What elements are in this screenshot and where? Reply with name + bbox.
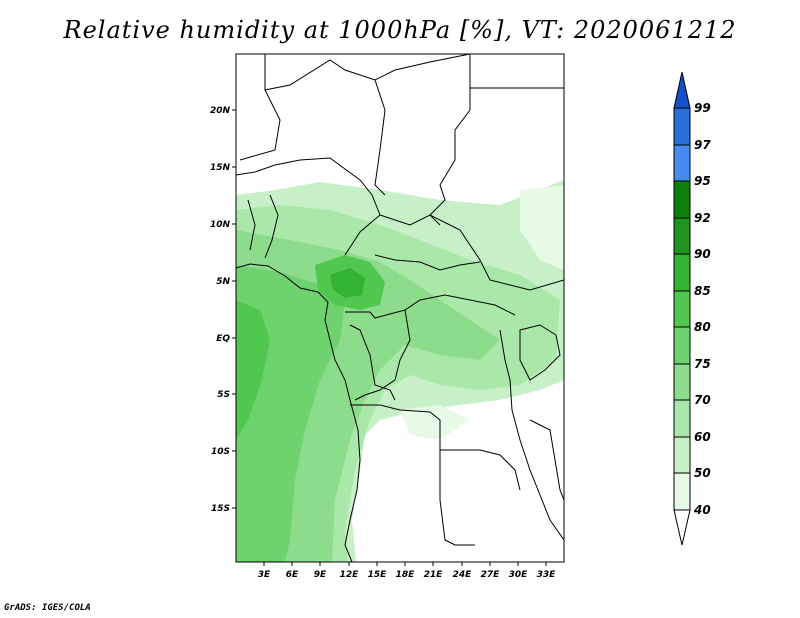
colorbar-label: 75: [694, 357, 711, 371]
lat-label: EQ: [216, 334, 230, 344]
lon-label: 21E: [424, 570, 444, 580]
colorbar-segment: [673, 71, 691, 109]
lon-label: 30E: [509, 570, 529, 580]
colorbar-segment: [673, 217, 691, 255]
colorbar-segment: [673, 399, 691, 438]
lon-label: 33E: [537, 570, 557, 580]
colorbar-label: 50: [694, 466, 711, 480]
colorbar-segment: [673, 363, 691, 401]
colorbar-label: 70: [694, 393, 711, 407]
colorbar-label: 97: [694, 138, 711, 152]
lat-axis: 20N 15N 10N 5N EQ 5S 10S 15S: [210, 106, 236, 514]
lat-label: 15N: [210, 163, 231, 173]
colorbar: 40 50 60 70 75 80 85 90 92 95 97 99: [673, 71, 711, 546]
lon-label: 3E: [258, 570, 271, 580]
colorbar-segment: [673, 436, 691, 474]
colorbar-segment: [673, 290, 691, 328]
colorbar-segment: [673, 253, 691, 292]
colorbar-label: 95: [694, 174, 711, 188]
colorbar-segment: [673, 107, 691, 146]
lon-label: 9E: [314, 570, 327, 580]
colorbar-label: 60: [694, 430, 711, 444]
lon-axis: 3E 6E 9E 12E 15E 18E 21E 24E 27E 30E 33E: [258, 562, 556, 580]
lat-label: 10N: [210, 220, 231, 230]
colorbar-label: 99: [694, 101, 711, 115]
colorbar-segment: [673, 472, 691, 511]
lon-label: 6E: [286, 570, 299, 580]
lon-label: 18E: [396, 570, 416, 580]
humidity-field: [236, 180, 564, 562]
lon-label: 12E: [340, 570, 360, 580]
lon-label: 27E: [481, 570, 501, 580]
credit-text: GrADS: IGES/COLA: [4, 603, 91, 613]
colorbar-label: 92: [694, 211, 711, 225]
colorbar-label: 90: [694, 247, 711, 261]
colorbar-segment: [673, 144, 691, 182]
lat-label: 5N: [216, 277, 230, 287]
country-borders: [236, 54, 564, 562]
colorbar-label: 40: [693, 503, 711, 517]
colorbar-label: 85: [694, 284, 711, 298]
map-frame: [235, 53, 565, 563]
colorbar-label: 80: [694, 320, 711, 334]
lat-label: 5S: [217, 390, 230, 400]
lat-label: 15S: [211, 504, 230, 514]
lon-label: 15E: [368, 570, 388, 580]
lat-label: 10S: [211, 447, 230, 457]
colorbar-segment: [673, 509, 691, 546]
colorbar-segment: [673, 326, 691, 365]
lat-label: 20N: [210, 106, 231, 116]
chart-title: Relative humidity at 1000hPa [%], VT: 20…: [63, 16, 737, 44]
colorbar-segment: [673, 180, 691, 219]
lon-label: 24E: [453, 570, 473, 580]
